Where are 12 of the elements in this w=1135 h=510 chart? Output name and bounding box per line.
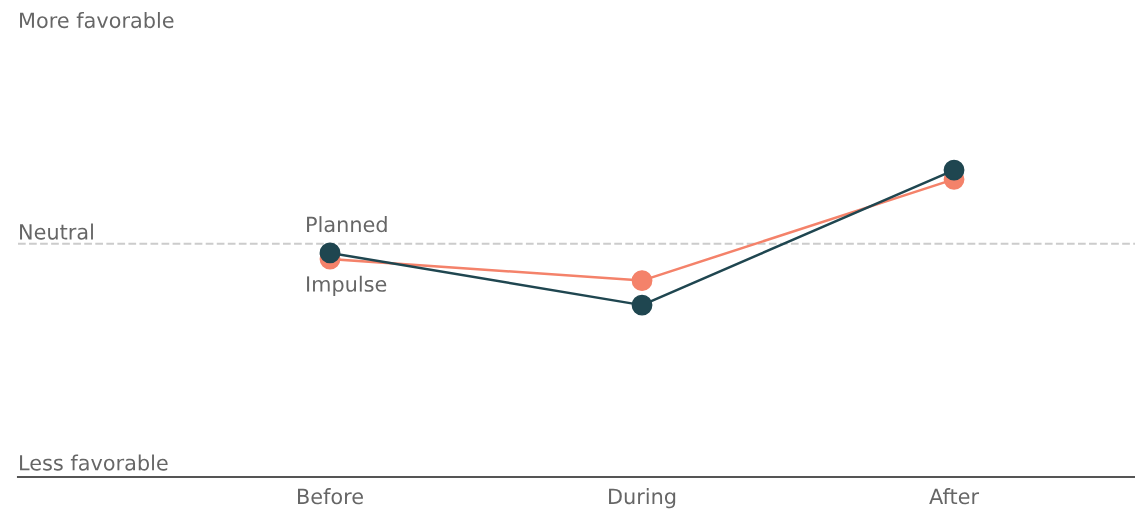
series-label: Planned <box>307 216 387 233</box>
point <box>319 242 341 264</box>
annotation: Less favorable <box>20 454 168 471</box>
point <box>631 270 653 291</box>
ref-line-label: Neutral <box>20 223 93 240</box>
x-tick-label: After <box>929 488 980 505</box>
x-tick-label: Before <box>298 488 363 505</box>
x-tick-label: During <box>609 488 676 509</box>
series-label: Impulse <box>307 275 387 296</box>
point <box>943 159 965 181</box>
point <box>631 294 653 316</box>
text: More favorable <box>20 12 174 29</box>
